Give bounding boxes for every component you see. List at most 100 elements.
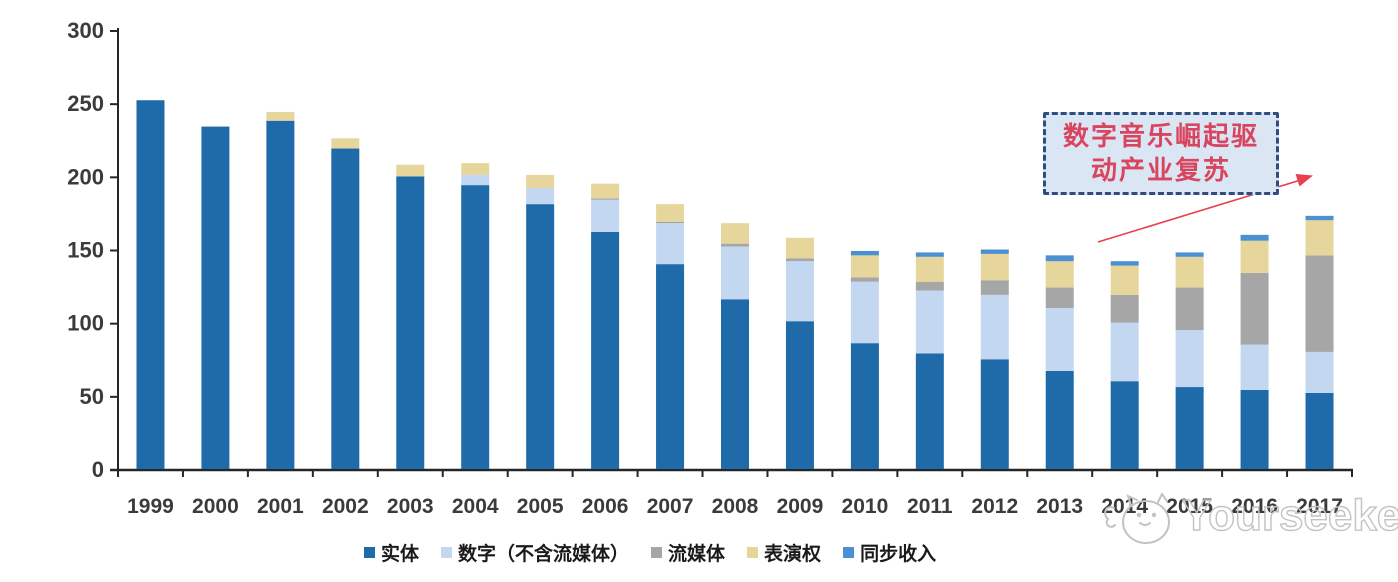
x-axis-label: 2010 bbox=[842, 495, 889, 518]
bar-segment-2008-physical bbox=[721, 299, 749, 469]
bar-segment-2005-digital bbox=[526, 188, 555, 205]
bar-segment-2015-digital bbox=[1175, 329, 1204, 388]
bar-segment-2012-streaming bbox=[980, 280, 1009, 295]
x-axis-label: 2013 bbox=[1036, 495, 1083, 518]
bar-segment-2009-digital bbox=[785, 261, 814, 322]
bar-segment-2010-streaming bbox=[850, 277, 879, 282]
bar-segment-2008-performance bbox=[721, 223, 749, 244]
bar-segment-2010-performance bbox=[850, 255, 879, 278]
bar-segment-2015-sync bbox=[1175, 252, 1204, 257]
bar-segment-2004-digital bbox=[461, 174, 490, 186]
bar-segment-2004-physical bbox=[461, 185, 490, 469]
bar-segment-2006-physical bbox=[591, 231, 620, 469]
bar-segment-2015-physical bbox=[1175, 387, 1204, 469]
bar-segment-2013-digital bbox=[1045, 308, 1074, 371]
bar-segment-2013-performance bbox=[1045, 261, 1074, 288]
legend-item-performance: 表演权 bbox=[747, 539, 821, 566]
bar-segment-2007-physical bbox=[656, 264, 685, 469]
bar-segment-2006-streaming bbox=[591, 198, 620, 200]
bar-segment-2015-performance bbox=[1175, 256, 1204, 288]
x-axis-label: 2001 bbox=[257, 495, 304, 518]
x-axis-label: 2003 bbox=[387, 495, 434, 518]
bar-segment-2014-sync bbox=[1110, 261, 1139, 266]
x-axis-label: 2016 bbox=[1231, 495, 1278, 518]
x-axis-label: 2004 bbox=[452, 495, 499, 518]
legend-item-digital: 数字（不含流媒体） bbox=[441, 539, 629, 566]
bar-segment-2008-streaming bbox=[721, 243, 749, 247]
x-axis-label: 2009 bbox=[777, 495, 824, 518]
bar-segment-2009-performance bbox=[785, 237, 814, 259]
annotation-arrowhead-icon bbox=[1295, 174, 1313, 187]
legend-label: 表演权 bbox=[764, 543, 822, 565]
bar-segment-2001-physical bbox=[266, 120, 295, 469]
bar-segment-2011-physical bbox=[915, 353, 944, 469]
bar-segment-2010-sync bbox=[850, 250, 879, 256]
legend-label: 同步收入 bbox=[860, 543, 937, 565]
legend-item-streaming: 流媒体 bbox=[651, 539, 725, 566]
bar-segment-2017-sync bbox=[1305, 215, 1334, 221]
bar-segment-2014-physical bbox=[1110, 381, 1139, 469]
bar-segment-2014-digital bbox=[1110, 322, 1139, 382]
legend-swatch-icon bbox=[364, 546, 375, 558]
annotation-callout: 数字音乐崛起驱 动产业复苏 bbox=[1043, 112, 1279, 195]
bar-segment-2012-digital bbox=[980, 294, 1009, 360]
y-axis-label: 150 bbox=[67, 238, 104, 263]
x-axis-label: 2014 bbox=[1101, 495, 1148, 518]
bar-segment-2014-streaming bbox=[1110, 294, 1139, 323]
bar-segment-2006-digital bbox=[591, 199, 620, 232]
bar-segment-2017-streaming bbox=[1305, 255, 1334, 352]
legend-swatch-icon bbox=[747, 546, 759, 558]
bar-segment-2002-performance bbox=[331, 138, 360, 149]
bar-segment-2009-streaming bbox=[785, 258, 814, 262]
bar-segment-2013-sync bbox=[1045, 255, 1074, 262]
x-axis-label: 2002 bbox=[322, 495, 369, 518]
x-axis-label: 2006 bbox=[582, 495, 629, 518]
y-axis-label: 250 bbox=[67, 91, 104, 116]
bar-segment-2003-physical bbox=[396, 176, 425, 470]
legend-swatch-icon bbox=[441, 546, 453, 558]
x-axis-label: 2017 bbox=[1296, 495, 1343, 518]
bar-segment-2005-performance bbox=[526, 174, 555, 189]
bar-segment-2007-performance bbox=[656, 204, 685, 222]
bar-segment-2008-digital bbox=[721, 246, 749, 300]
chart-legend: 实体 数字（不含流媒体） 流媒体 表演权 同步收入 bbox=[364, 539, 936, 565]
bar-segment-2016-digital bbox=[1240, 344, 1269, 390]
y-axis-label: 300 bbox=[67, 18, 104, 43]
bar-segment-2007-digital bbox=[656, 223, 685, 265]
bar-segment-2011-streaming bbox=[915, 281, 944, 291]
annotation-text-line1: 数字音乐崛起驱 bbox=[1062, 121, 1259, 151]
legend-item-sync: 同步收入 bbox=[843, 539, 936, 566]
bar-segment-2001-performance bbox=[266, 111, 295, 121]
bar-segment-2016-sync bbox=[1240, 234, 1269, 241]
bar-segment-2013-streaming bbox=[1045, 287, 1074, 309]
bar-segment-2010-digital bbox=[850, 281, 879, 344]
bar-segment-2009-physical bbox=[785, 321, 814, 469]
legend-label: 数字（不含流媒体） bbox=[458, 543, 630, 565]
bar-segment-2010-physical bbox=[850, 343, 879, 469]
bar-segment-2016-physical bbox=[1240, 389, 1269, 469]
bar-segment-2011-digital bbox=[915, 290, 944, 354]
y-axis-label: 100 bbox=[67, 311, 104, 336]
bar-segment-2017-digital bbox=[1305, 351, 1334, 393]
bar-segment-2002-physical bbox=[331, 148, 360, 469]
bar-segment-1999-physical bbox=[136, 100, 165, 470]
bar-segment-2016-performance bbox=[1240, 240, 1269, 273]
bar-segment-2012-performance bbox=[980, 253, 1009, 281]
bar-segment-2011-sync bbox=[915, 252, 944, 257]
x-axis-label: 2008 bbox=[712, 495, 759, 518]
x-axis-label: 2007 bbox=[647, 495, 694, 518]
bar-segment-2014-performance bbox=[1110, 265, 1139, 295]
bar-segment-2017-physical bbox=[1305, 392, 1334, 469]
bar-segment-2007-streaming bbox=[656, 221, 685, 224]
y-axis-label: 200 bbox=[67, 164, 104, 189]
bar-segment-2013-physical bbox=[1045, 370, 1074, 469]
legend-item-physical: 实体 bbox=[364, 539, 419, 566]
legend-label: 流媒体 bbox=[668, 543, 726, 565]
legend-label: 实体 bbox=[381, 543, 420, 565]
bar-segment-2017-performance bbox=[1305, 220, 1334, 256]
y-axis-label: 50 bbox=[80, 384, 104, 409]
bar-segment-2016-streaming bbox=[1240, 272, 1269, 345]
bar-segment-2000-physical bbox=[201, 126, 230, 469]
